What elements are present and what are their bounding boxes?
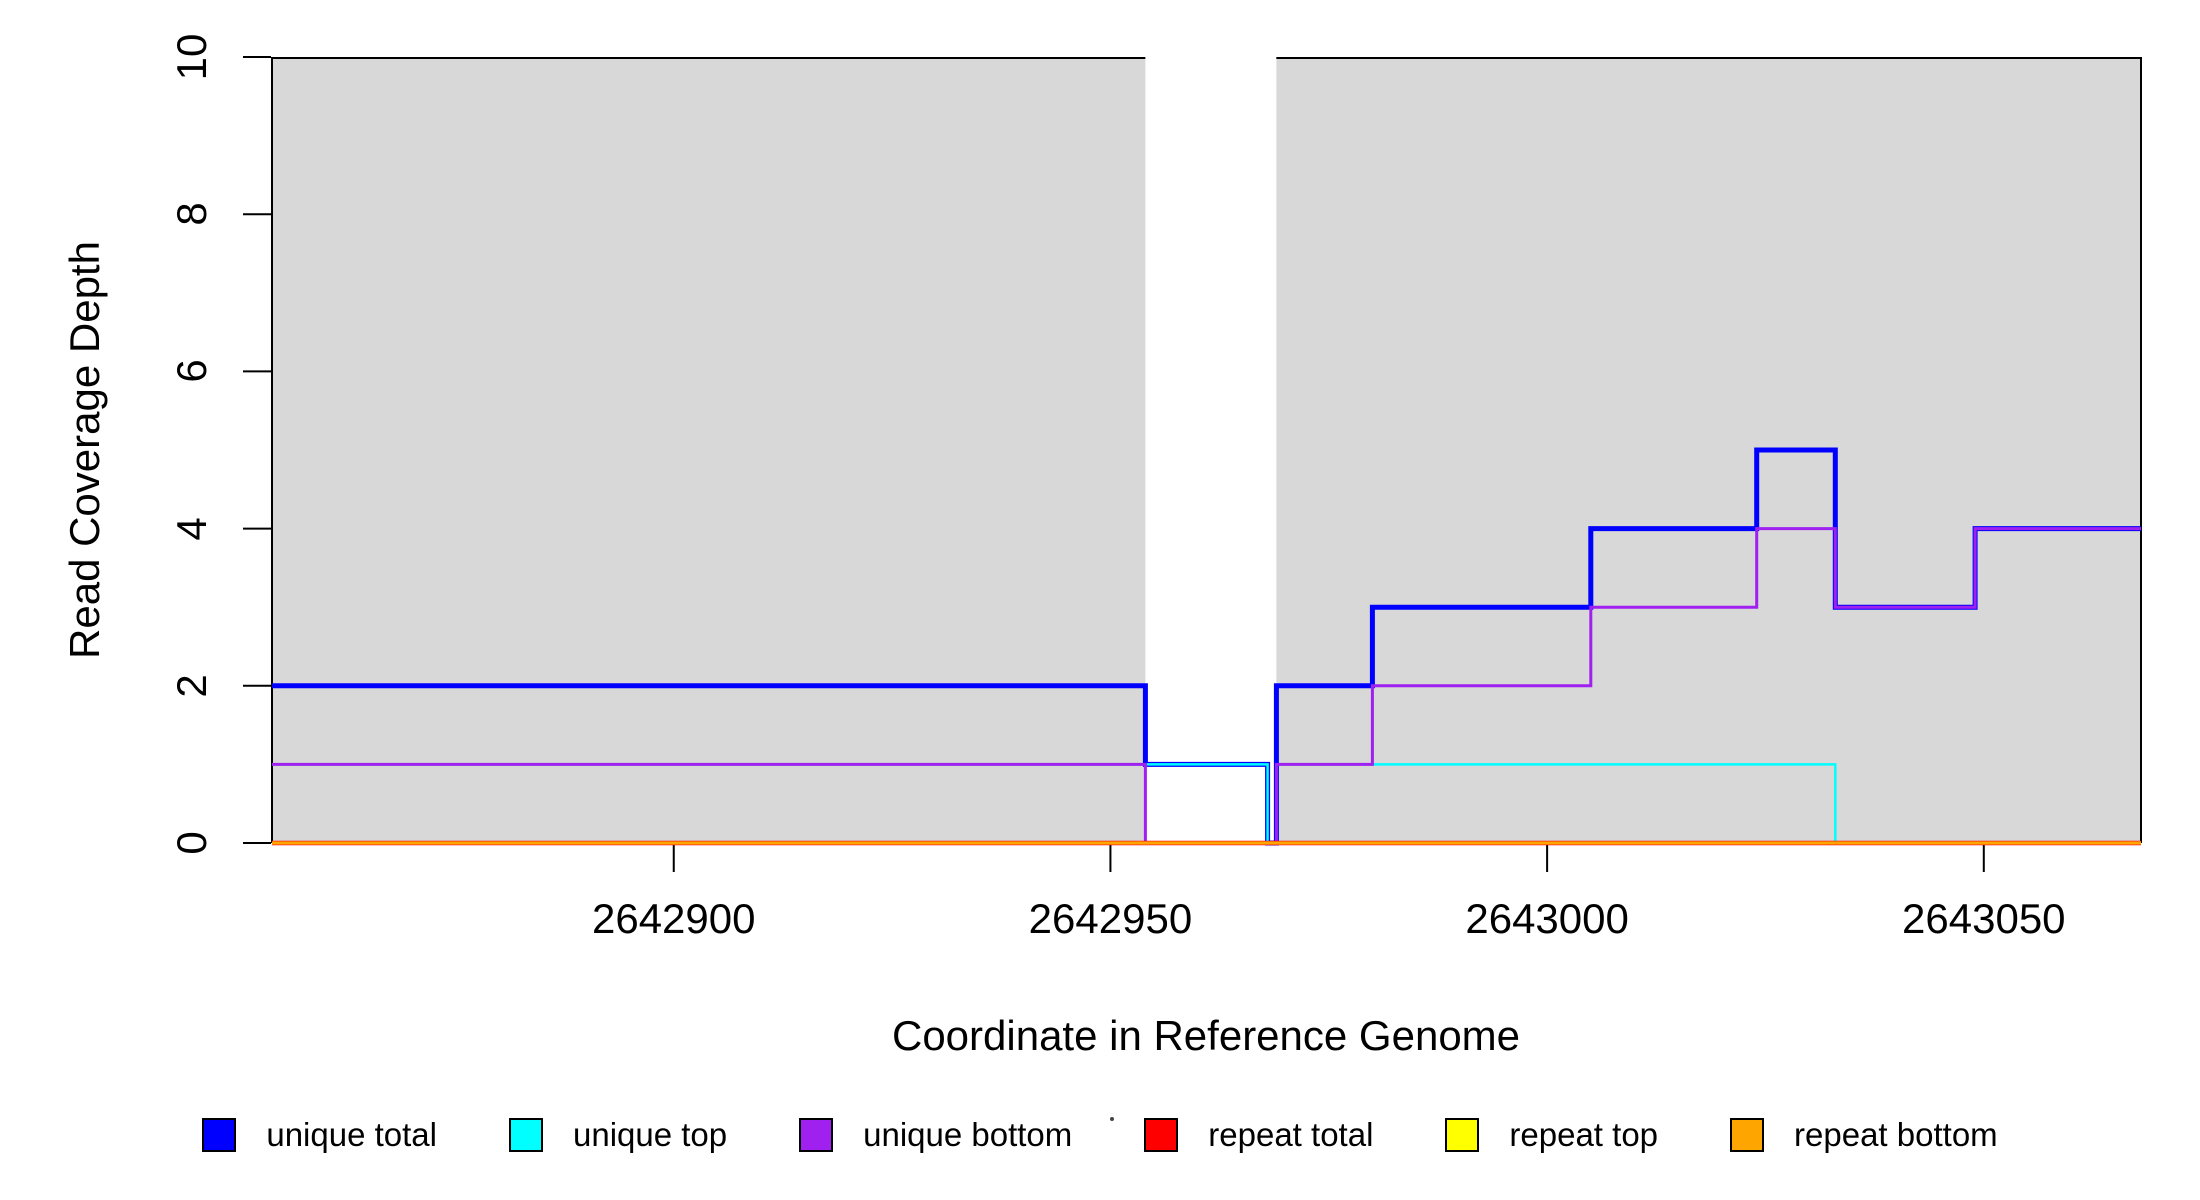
covered-region: [272, 57, 1146, 843]
stray-dot-artifact: [1110, 1117, 1114, 1121]
y-tick-label: 10: [168, 33, 215, 81]
legend-item-repeat-total: repeat total: [1144, 1116, 1373, 1154]
legend-color-swatch: [1144, 1118, 1179, 1152]
x-axis-title: Coordinate in Reference Genome: [891, 1012, 1521, 1059]
legend-label: repeat top: [1509, 1116, 1659, 1153]
legend-item-unique-bottom: unique bottom: [799, 1116, 1072, 1154]
y-tick-label: 2: [168, 674, 215, 698]
x-tick-label: 2643000: [1465, 895, 1629, 942]
legend-label: unique top: [572, 1116, 728, 1153]
legend-label: unique total: [266, 1116, 437, 1153]
y-tick-label: 4: [168, 516, 215, 541]
x-tick-label: 2642900: [591, 895, 756, 942]
covered-region: [1276, 57, 2141, 843]
y-tick-label: 0: [168, 831, 215, 855]
x-tick-label: 2642950: [1028, 895, 1193, 942]
legend-color-swatch: [1445, 1118, 1480, 1152]
x-tick-label: 2643050: [1902, 895, 2066, 942]
y-axis-title: Read Coverage Depth: [61, 241, 108, 659]
plot-area: [243, 56, 2142, 872]
legend-color-swatch: [202, 1118, 237, 1152]
legend-item-unique-total: unique total: [202, 1116, 437, 1154]
legend-item-repeat-top: repeat top: [1445, 1116, 1658, 1154]
legend-item-repeat-bottom: repeat bottom: [1730, 1116, 1998, 1154]
legend-item-unique-top: unique top: [508, 1116, 728, 1154]
legend-label: repeat total: [1208, 1116, 1374, 1153]
y-tick-label: 8: [168, 202, 215, 226]
legend-label: unique bottom: [863, 1116, 1073, 1153]
legend: unique total unique top unique bottom repea…: [0, 1103, 2200, 1167]
legend-color-swatch: [1730, 1118, 1765, 1152]
legend-label: repeat bottom: [1794, 1116, 1998, 1153]
y-tick-label: 6: [168, 359, 215, 384]
legend-color-swatch: [508, 1118, 543, 1152]
legend-color-swatch: [799, 1118, 834, 1152]
